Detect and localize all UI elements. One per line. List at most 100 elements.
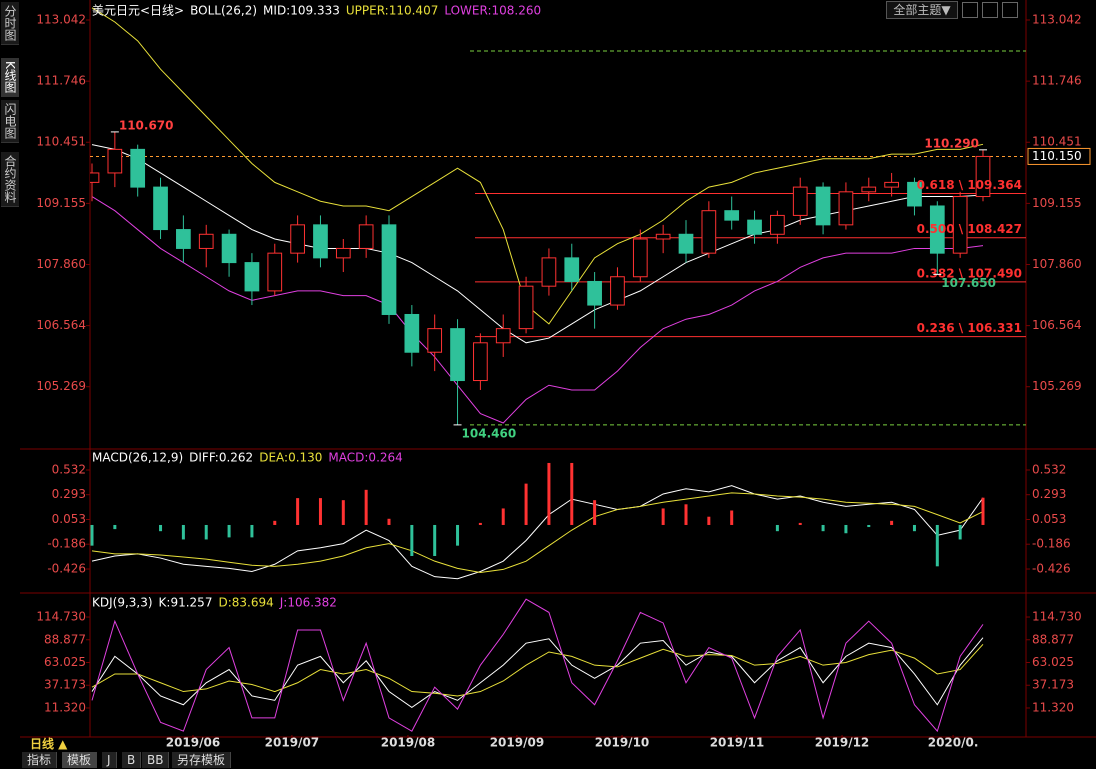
side-tab[interactable]: 闪电图 [1, 100, 19, 143]
x-tick-label: 2020/0. [928, 736, 979, 750]
legend-entry: MID:109.333 [263, 4, 340, 18]
candle-body [176, 229, 191, 249]
candle-body [724, 210, 740, 221]
candle-body [861, 186, 877, 193]
bottom-tab[interactable]: B [122, 752, 142, 768]
candle-body [632, 238, 648, 278]
fib-label: 0.236 \ 106.331 [917, 321, 1022, 335]
fib-label: 0.618 \ 109.364 [917, 178, 1022, 192]
y-tick-label: 110.451 [1032, 135, 1082, 149]
y-tick-label: 114.730 [1032, 610, 1082, 624]
candle-body [838, 191, 854, 226]
candle-body [975, 155, 991, 198]
y-tick-label: 107.860 [36, 257, 86, 271]
y-tick-label: 107.860 [1032, 257, 1082, 271]
x-tick-label: 2019/10 [595, 736, 649, 750]
y-tick-label: 113.042 [1032, 13, 1082, 27]
icon-button[interactable] [1002, 2, 1018, 18]
candle-body [541, 257, 557, 287]
side-tab[interactable]: K线图 [1, 58, 19, 97]
candle-body [244, 262, 260, 292]
y-tick-label: 88.877 [44, 632, 86, 646]
candle-body [815, 186, 831, 226]
candle-body [290, 224, 305, 254]
candle-body [884, 181, 899, 188]
period-label[interactable]: 日线 ▲ [30, 737, 68, 751]
indicator-line [91, 643, 984, 697]
indicator-line [91, 144, 984, 344]
legend-entry: J:106.382 [279, 596, 337, 610]
candle-body [90, 172, 100, 183]
legend-entry: MACD:0.264 [328, 451, 402, 465]
bottom-tab[interactable]: J [102, 752, 117, 768]
indicator-line [91, 637, 984, 708]
bottom-tab[interactable]: 模板 [62, 752, 98, 768]
candle-body [518, 285, 534, 330]
y-tick-label: 37.173 [1032, 678, 1074, 692]
panel-title: MACD(26,12,9) [92, 451, 183, 465]
candle-body [747, 219, 762, 235]
y-tick-label: 110.451 [36, 135, 86, 149]
candle-body [701, 210, 717, 254]
last-price-label: 110.150 [1032, 149, 1082, 163]
candle-body [655, 233, 671, 240]
y-tick-label: 105.269 [1032, 379, 1082, 393]
fib-label: 0.500 \ 108.427 [917, 222, 1022, 236]
y-tick-label: 0.293 [52, 487, 86, 501]
annotation-label: 110.290 [924, 136, 979, 150]
legend-entry: D:83.694 [218, 596, 273, 610]
annotation-label: 110.670 [119, 118, 174, 132]
candle-body [358, 224, 374, 249]
candle-body [153, 186, 168, 231]
y-tick-label: -0.426 [1032, 562, 1071, 576]
indicator-line [91, 485, 984, 580]
icon-button[interactable] [962, 2, 978, 18]
annotation-label: 107.650 [941, 276, 996, 290]
y-tick-label: 111.746 [36, 74, 86, 88]
candle-body [381, 224, 397, 315]
panel-title: KDJ(9,3,3) [92, 596, 153, 610]
icon-button[interactable] [982, 2, 998, 18]
y-tick-label: 114.730 [36, 610, 86, 624]
candle-body [770, 214, 785, 235]
y-tick-label: 63.025 [1032, 655, 1074, 669]
candle-body [107, 148, 123, 174]
y-tick-label: 11.320 [44, 700, 86, 714]
plot-area [90, 7, 1026, 426]
candle-body [678, 233, 694, 254]
candle-body [404, 313, 420, 353]
legend-entry: K:91.257 [159, 596, 213, 610]
x-tick-label: 2019/12 [815, 736, 869, 750]
theme-button[interactable]: 全部主题▼ [886, 1, 958, 19]
candle-body [792, 186, 808, 216]
y-tick-label: -0.186 [1032, 537, 1071, 551]
y-tick-label: 109.155 [36, 196, 86, 210]
indicator-line [91, 196, 984, 424]
candle-body [587, 280, 602, 306]
annotation-label: 104.460 [462, 426, 517, 440]
x-tick-label: 2019/08 [381, 736, 435, 750]
indicator-line [91, 492, 984, 574]
y-tick-label: 106.564 [1032, 318, 1082, 332]
bottom-tab[interactable]: 指标 [22, 752, 58, 768]
y-tick-label: 11.320 [1032, 700, 1074, 714]
legend-entry: DIFF:0.262 [189, 451, 253, 465]
indicator-line [91, 598, 984, 733]
bottom-tab[interactable]: BB [142, 752, 170, 768]
y-tick-label: 0.053 [52, 512, 86, 526]
side-tab[interactable]: 分时图 [1, 2, 19, 45]
candle-body [952, 196, 968, 254]
y-tick-label: -0.426 [47, 562, 86, 576]
side-tab[interactable]: 合约资料 [1, 152, 19, 207]
bottom-tab[interactable]: 另存模板 [172, 752, 232, 768]
candle-body [335, 247, 351, 259]
y-tick-label: 63.025 [44, 655, 86, 669]
plot-area [91, 598, 984, 733]
legend-entry: DEA:0.130 [259, 451, 322, 465]
y-tick-label: 0.053 [1032, 512, 1066, 526]
x-tick-label: 2019/06 [166, 736, 220, 750]
x-tick-label: 2019/07 [265, 736, 319, 750]
x-tick-label: 2019/11 [710, 736, 764, 750]
legend-entry: LOWER:108.260 [444, 4, 541, 18]
